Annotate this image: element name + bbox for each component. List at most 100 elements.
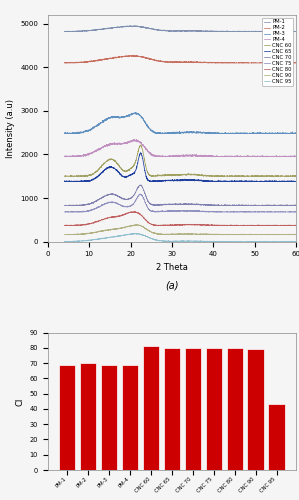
CNC 80 <box>133 208 137 214</box>
PM-1 <box>133 23 137 29</box>
CNC 95 <box>288 238 291 244</box>
Y-axis label: CI: CI <box>15 397 24 406</box>
Line: PM-4: PM-4 <box>64 140 296 156</box>
CNC 65 <box>288 178 291 184</box>
PM-2 <box>288 60 291 66</box>
PM-2 <box>176 59 179 65</box>
CNC 65 <box>176 177 179 183</box>
CNC 75 <box>74 209 78 215</box>
CNC 70 <box>169 201 173 207</box>
CNC 80 <box>74 222 78 228</box>
Line: PM-1: PM-1 <box>64 26 296 32</box>
CNC 65 <box>63 178 66 184</box>
CNC 70 <box>63 202 66 208</box>
CNC 60 <box>74 173 78 179</box>
PM-2 <box>62 60 66 66</box>
CNC 95 <box>74 238 78 244</box>
CNC 95 <box>294 238 298 244</box>
PM-3 <box>288 130 291 136</box>
Line: CNC 65: CNC 65 <box>64 153 296 182</box>
CNC 90 <box>288 232 291 237</box>
Line: PM-3: PM-3 <box>64 112 296 134</box>
Y-axis label: Intensity (a.u): Intensity (a.u) <box>6 99 15 158</box>
CNC 75 <box>138 191 142 197</box>
Bar <box>248 350 264 470</box>
CNC 60 <box>288 173 291 179</box>
CNC 80 <box>169 222 173 228</box>
PM-2 <box>63 60 66 66</box>
CNC 60 <box>175 172 179 177</box>
PM-4 <box>294 154 298 160</box>
Line: CNC 70: CNC 70 <box>64 185 296 206</box>
CNC 90 <box>245 232 249 237</box>
Bar <box>206 348 222 470</box>
CNC 90 <box>175 231 179 237</box>
PM-1 <box>63 28 66 34</box>
PM-2 <box>74 60 78 66</box>
PM-2 <box>245 60 249 66</box>
PM-1 <box>294 28 298 34</box>
PM-4 <box>132 136 136 142</box>
CNC 90 <box>294 232 298 237</box>
Bar <box>143 346 159 470</box>
Bar <box>101 364 117 470</box>
CNC 65 <box>288 178 291 184</box>
CNC 75 <box>288 209 291 215</box>
CNC 80 <box>62 222 66 228</box>
CNC 65 <box>169 178 173 184</box>
CNC 80 <box>245 222 249 228</box>
Bar <box>269 404 285 470</box>
CNC 80 <box>175 222 179 228</box>
PM-3 <box>134 110 138 116</box>
Line: CNC 75: CNC 75 <box>64 194 296 212</box>
Line: CNC 90: CNC 90 <box>64 224 296 234</box>
PM-4 <box>288 153 291 159</box>
PM-4 <box>74 153 78 159</box>
CNC 70 <box>74 202 78 208</box>
CNC 90 <box>135 222 138 228</box>
CNC 65 <box>245 178 249 184</box>
PM-4 <box>169 154 173 160</box>
CNC 60 <box>169 172 173 177</box>
CNC 95 <box>176 238 179 244</box>
Bar <box>185 348 201 470</box>
Line: PM-2: PM-2 <box>64 56 296 63</box>
CNC 65 <box>74 178 78 184</box>
CNC 75 <box>245 209 249 215</box>
CNC 90 <box>288 231 291 237</box>
CNC 75 <box>62 209 66 215</box>
CNC 60 <box>62 174 66 180</box>
PM-4 <box>62 154 66 160</box>
Bar <box>227 348 243 470</box>
CNC 70 <box>294 202 298 208</box>
CNC 70 <box>288 202 291 208</box>
PM-1 <box>288 28 291 34</box>
PM-1 <box>74 28 78 34</box>
CNC 95 <box>245 238 249 244</box>
PM-3 <box>63 130 66 136</box>
CNC 75 <box>288 209 291 215</box>
CNC 60 <box>288 173 291 179</box>
CNC 70 <box>176 202 179 207</box>
PM-1 <box>169 28 173 34</box>
PM-1 <box>62 28 66 34</box>
PM-4 <box>175 153 179 159</box>
PM-4 <box>288 154 291 160</box>
CNC 65 <box>62 178 66 184</box>
X-axis label: 2 Theta: 2 Theta <box>156 263 188 272</box>
Bar <box>80 363 96 470</box>
PM-3 <box>176 130 179 136</box>
PM-1 <box>176 28 179 34</box>
PM-2 <box>169 59 173 65</box>
CNC 65 <box>294 178 298 184</box>
CNC 95 <box>62 238 66 244</box>
CNC 90 <box>62 232 66 237</box>
PM-1 <box>288 28 291 34</box>
PM-3 <box>169 130 173 136</box>
Bar <box>122 364 138 470</box>
CNC 75 <box>294 209 298 215</box>
CNC 60 <box>139 142 143 148</box>
CNC 80 <box>288 222 291 228</box>
PM-2 <box>294 60 298 66</box>
CNC 80 <box>288 222 291 228</box>
